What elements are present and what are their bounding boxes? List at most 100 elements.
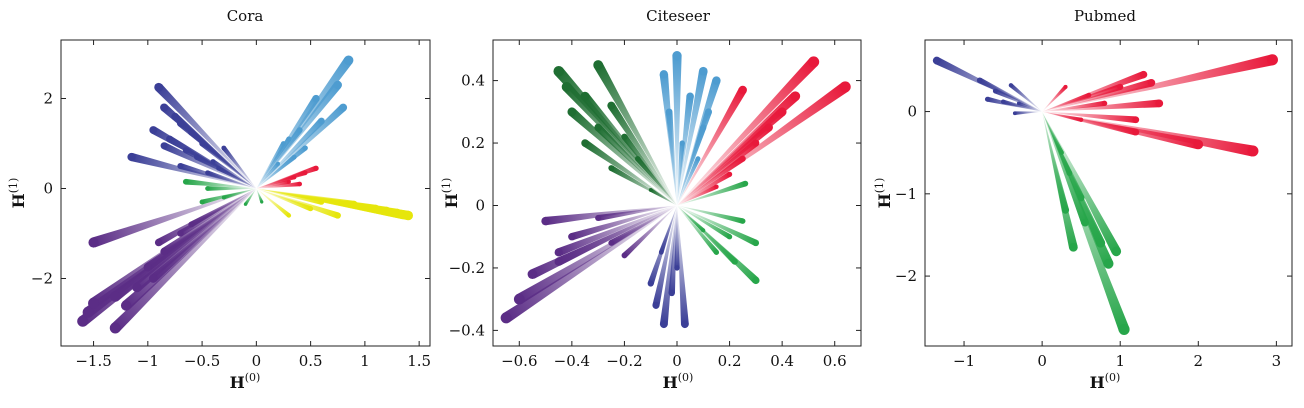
vector-tip <box>992 88 998 94</box>
vector-tip <box>276 161 281 166</box>
vector-mark <box>256 162 280 189</box>
vector-tip <box>752 139 760 147</box>
vector-mark <box>256 179 290 189</box>
x-axis-label: H(0) <box>663 371 694 392</box>
vector-mark <box>677 142 685 206</box>
vector-tip <box>679 140 685 146</box>
y-tick-label: 0 <box>43 180 53 198</box>
vector-tip <box>1012 111 1017 116</box>
vector-mark <box>677 205 744 224</box>
vector-tip <box>742 180 749 187</box>
vector-tip <box>752 239 760 247</box>
vector-mark <box>677 124 772 206</box>
vector-tip <box>82 306 94 318</box>
vector-mark <box>256 188 312 212</box>
vector-mark <box>665 111 677 206</box>
vector-tip <box>647 280 654 287</box>
vector-mark <box>677 58 818 206</box>
y-tick-label: 0 <box>907 103 917 121</box>
vector-tip <box>166 135 174 143</box>
vector-tip <box>1081 218 1090 227</box>
series-group <box>127 82 257 189</box>
panel-cora: Cora −1.5 −1 −0.5 0 0.5 1 1.5 −2 0 2 H(0) H(1) <box>7 7 431 392</box>
vector-tip <box>608 165 615 171</box>
vector-mark <box>1042 111 1064 154</box>
vector-tip <box>554 248 563 257</box>
vector-tip <box>680 320 689 329</box>
vector-tip <box>1111 246 1122 257</box>
vector-tip <box>808 56 820 68</box>
vector-mark <box>256 145 307 189</box>
vector-tip <box>594 123 602 132</box>
vector-tip <box>154 238 163 247</box>
vector-tip <box>621 252 628 259</box>
vector-tip <box>308 206 314 212</box>
series-group <box>647 205 689 329</box>
vector-mark <box>1042 111 1137 124</box>
vector-tip <box>527 269 538 280</box>
vector-tip <box>984 96 990 102</box>
x-tick-label: −0.4 <box>554 352 590 370</box>
x-tick-label: 0 <box>672 352 682 370</box>
x-tick-label: 1.5 <box>407 352 431 370</box>
vector-mark <box>256 188 323 205</box>
vector-tip <box>839 81 851 93</box>
vector-tip <box>1063 84 1068 89</box>
vector-tip <box>1247 145 1259 157</box>
vector-tip <box>210 159 216 164</box>
vector-tip <box>177 162 184 170</box>
vector-mark <box>649 188 677 206</box>
vector-tip <box>182 178 189 185</box>
x-axis-label: H(0) <box>230 371 261 392</box>
vector-mark <box>256 181 300 189</box>
vector-mark <box>557 205 677 257</box>
vector-tip <box>143 262 153 272</box>
vector-tip <box>1117 83 1124 90</box>
vector-tip <box>334 212 341 219</box>
vector-mark <box>217 166 257 189</box>
series-group <box>932 56 1043 116</box>
x-tick-label: 0.5 <box>299 352 323 370</box>
vector-mark <box>145 188 257 271</box>
y-tick-label: −1 <box>895 185 917 203</box>
vector-mark <box>256 142 286 189</box>
panel-pubmed: Pubmed −1 0 1 2 3 −2 −1 0 H(0) H(1) <box>873 7 1293 392</box>
vector-tip <box>1193 139 1204 150</box>
vector-tip <box>160 247 168 256</box>
vector-tip <box>398 210 408 220</box>
data-marks <box>932 54 1278 336</box>
vector-mark <box>677 126 707 206</box>
vector-tip <box>1077 194 1085 202</box>
x-tick-label: −1 <box>953 352 975 370</box>
vector-tip <box>176 119 184 127</box>
vector-mark <box>986 96 1043 112</box>
vector-tip <box>188 221 195 228</box>
vector-mark <box>978 77 1043 112</box>
vector-mark <box>189 188 257 228</box>
plot-frame <box>924 39 1293 347</box>
vector-tip <box>286 213 292 218</box>
x-tick-label: 1 <box>1115 352 1125 370</box>
vector-tip <box>127 152 136 162</box>
vector-tip <box>171 112 179 121</box>
vector-tip <box>281 141 286 146</box>
vector-tip <box>296 127 303 133</box>
series-group <box>256 165 319 189</box>
vector-tip <box>739 155 746 162</box>
vector-tip <box>350 200 358 208</box>
vector-mark <box>677 205 758 246</box>
vector-mark <box>677 205 759 284</box>
vector-tip <box>154 82 164 92</box>
vector-tip <box>149 126 158 134</box>
vector-tip <box>1139 70 1148 79</box>
vector-mark <box>677 95 694 206</box>
vector-tip <box>621 133 628 140</box>
vector-mark <box>677 157 701 206</box>
vector-mark <box>256 170 306 189</box>
series-group <box>500 205 677 324</box>
vector-mark <box>582 139 677 206</box>
vector-tip <box>182 147 189 154</box>
vector-tip <box>595 214 602 222</box>
vector-tip <box>302 170 308 176</box>
vector-mark <box>609 205 677 246</box>
